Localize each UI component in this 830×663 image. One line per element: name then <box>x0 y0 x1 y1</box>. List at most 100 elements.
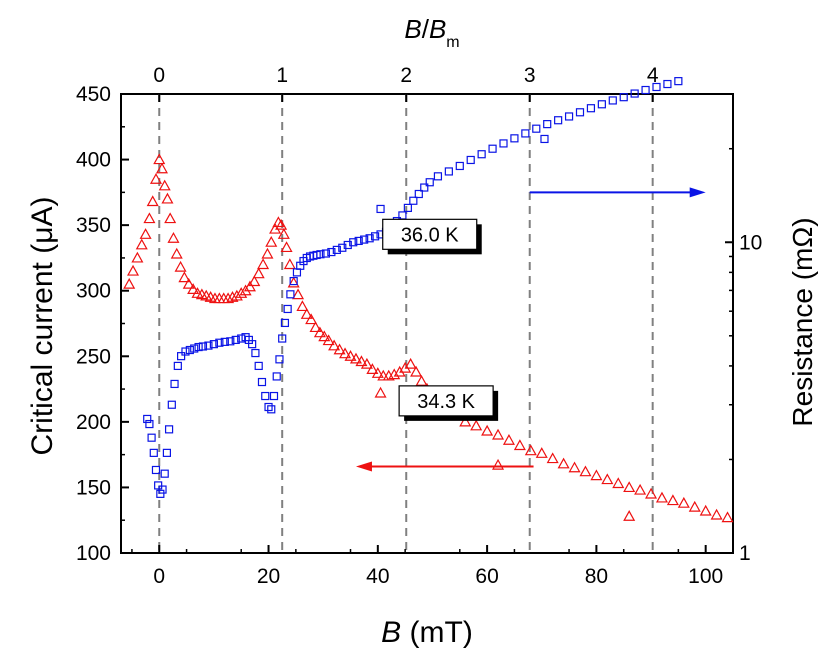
data-point-triangle <box>415 374 428 386</box>
data-point-triangle <box>492 428 505 440</box>
data-point-triangle <box>167 232 180 243</box>
data-point-square <box>425 178 434 187</box>
data-point-triangle <box>579 465 592 477</box>
data-point-square <box>327 247 336 257</box>
y-left-tick-label: 450 <box>76 83 111 106</box>
data-point-square <box>420 183 429 192</box>
data-point-triangle <box>226 291 239 302</box>
data-point-square <box>275 355 284 364</box>
annotation-text: 36.0 K <box>401 224 459 246</box>
data-point-square <box>160 469 169 478</box>
arrow-head <box>689 187 706 198</box>
data-point-triangle <box>404 357 417 369</box>
x-axis-title-main: B <box>381 616 401 649</box>
data-point-triangle <box>470 419 483 431</box>
data-point-square <box>149 448 158 457</box>
y-right-tick-label: 1 <box>739 542 751 565</box>
data-point-square <box>280 318 290 328</box>
data-point-square <box>564 112 574 121</box>
data-point-square <box>173 361 182 371</box>
data-point-triangle <box>292 288 305 300</box>
y-left-tick-label: 200 <box>76 411 111 434</box>
y-left-tick-label: 150 <box>76 476 111 499</box>
data-point-square <box>575 108 585 117</box>
data-point-square <box>286 290 295 299</box>
data-point-square <box>455 161 464 171</box>
data-point-square <box>316 250 325 259</box>
x-tick-label: 100 <box>688 565 723 588</box>
data-point-triangle <box>366 363 379 374</box>
data-point-triangle <box>344 350 357 361</box>
data-point-triangle <box>139 228 152 239</box>
data-point-square <box>409 196 418 205</box>
data-point-triangle <box>143 212 156 224</box>
data-point-triangle <box>265 235 278 247</box>
data-point-triangle <box>296 300 309 312</box>
data-point-square <box>349 238 358 247</box>
top-tick-label: 0 <box>153 64 165 87</box>
data-point-triangle <box>135 238 148 250</box>
data-point-square <box>619 93 628 102</box>
data-point-square <box>156 489 165 498</box>
data-point-square <box>499 139 508 148</box>
data-point-triangle <box>127 264 140 276</box>
data-point-square <box>540 134 549 144</box>
data-point-square <box>630 89 639 98</box>
data-point-triangle <box>388 368 401 380</box>
data-point-triangle <box>283 258 296 270</box>
x-tick-label: 60 <box>475 565 498 588</box>
data-point-square <box>248 340 257 349</box>
data-point-square <box>269 391 279 401</box>
top-axis-title-main: B <box>404 14 421 44</box>
data-point-square <box>215 338 224 347</box>
data-point-triangle <box>492 458 505 470</box>
x-tick-label: 20 <box>257 565 280 588</box>
data-point-square <box>360 235 369 244</box>
data-point-triangle <box>645 487 658 499</box>
data-point-square <box>185 345 194 355</box>
data-point-triangle <box>272 216 285 228</box>
data-point-triangle <box>252 267 265 279</box>
data-point-square <box>231 335 240 345</box>
data-point-triangle <box>481 424 494 436</box>
data-point-square <box>145 419 154 429</box>
data-point-square <box>154 481 163 490</box>
data-point-square <box>167 400 176 409</box>
data-point-triangle <box>313 326 326 338</box>
top-axis-title-sep: / <box>422 14 430 44</box>
series-36-0K <box>143 77 683 498</box>
data-point-square <box>663 79 672 89</box>
arrows <box>355 187 706 472</box>
data-point-square <box>264 402 273 412</box>
y-left-tick-label: 250 <box>76 345 111 368</box>
annotation-box <box>382 218 478 250</box>
annotation-36-0K: 36.0 K <box>382 218 482 255</box>
data-point-triangle <box>164 212 177 224</box>
data-point-square <box>158 485 167 494</box>
data-point-square <box>365 234 374 243</box>
data-point-square <box>162 448 171 457</box>
top-axis-title-main2: B <box>429 14 446 44</box>
data-point-square <box>198 342 208 351</box>
data-point-triangle <box>371 367 384 378</box>
data-point-triangle <box>666 494 679 506</box>
data-point-square <box>237 334 246 343</box>
data-point-square <box>272 372 281 381</box>
data-point-square <box>190 344 199 353</box>
data-point-triangle <box>677 496 690 508</box>
data-point-square <box>147 433 156 442</box>
data-point-triangle <box>309 321 322 333</box>
data-point-triangle <box>634 483 647 495</box>
data-point-triangle <box>513 439 526 451</box>
data-point-triangle <box>601 473 614 485</box>
data-point-square <box>597 100 606 109</box>
data-point-square <box>338 243 347 252</box>
data-point-triangle <box>360 357 373 369</box>
data-point-triangle <box>502 433 515 445</box>
data-point-square <box>343 240 352 250</box>
data-point-square <box>194 342 203 352</box>
data-point-square <box>164 425 174 434</box>
y-left-tick-label: 300 <box>76 280 111 303</box>
data-point-square <box>554 116 563 125</box>
